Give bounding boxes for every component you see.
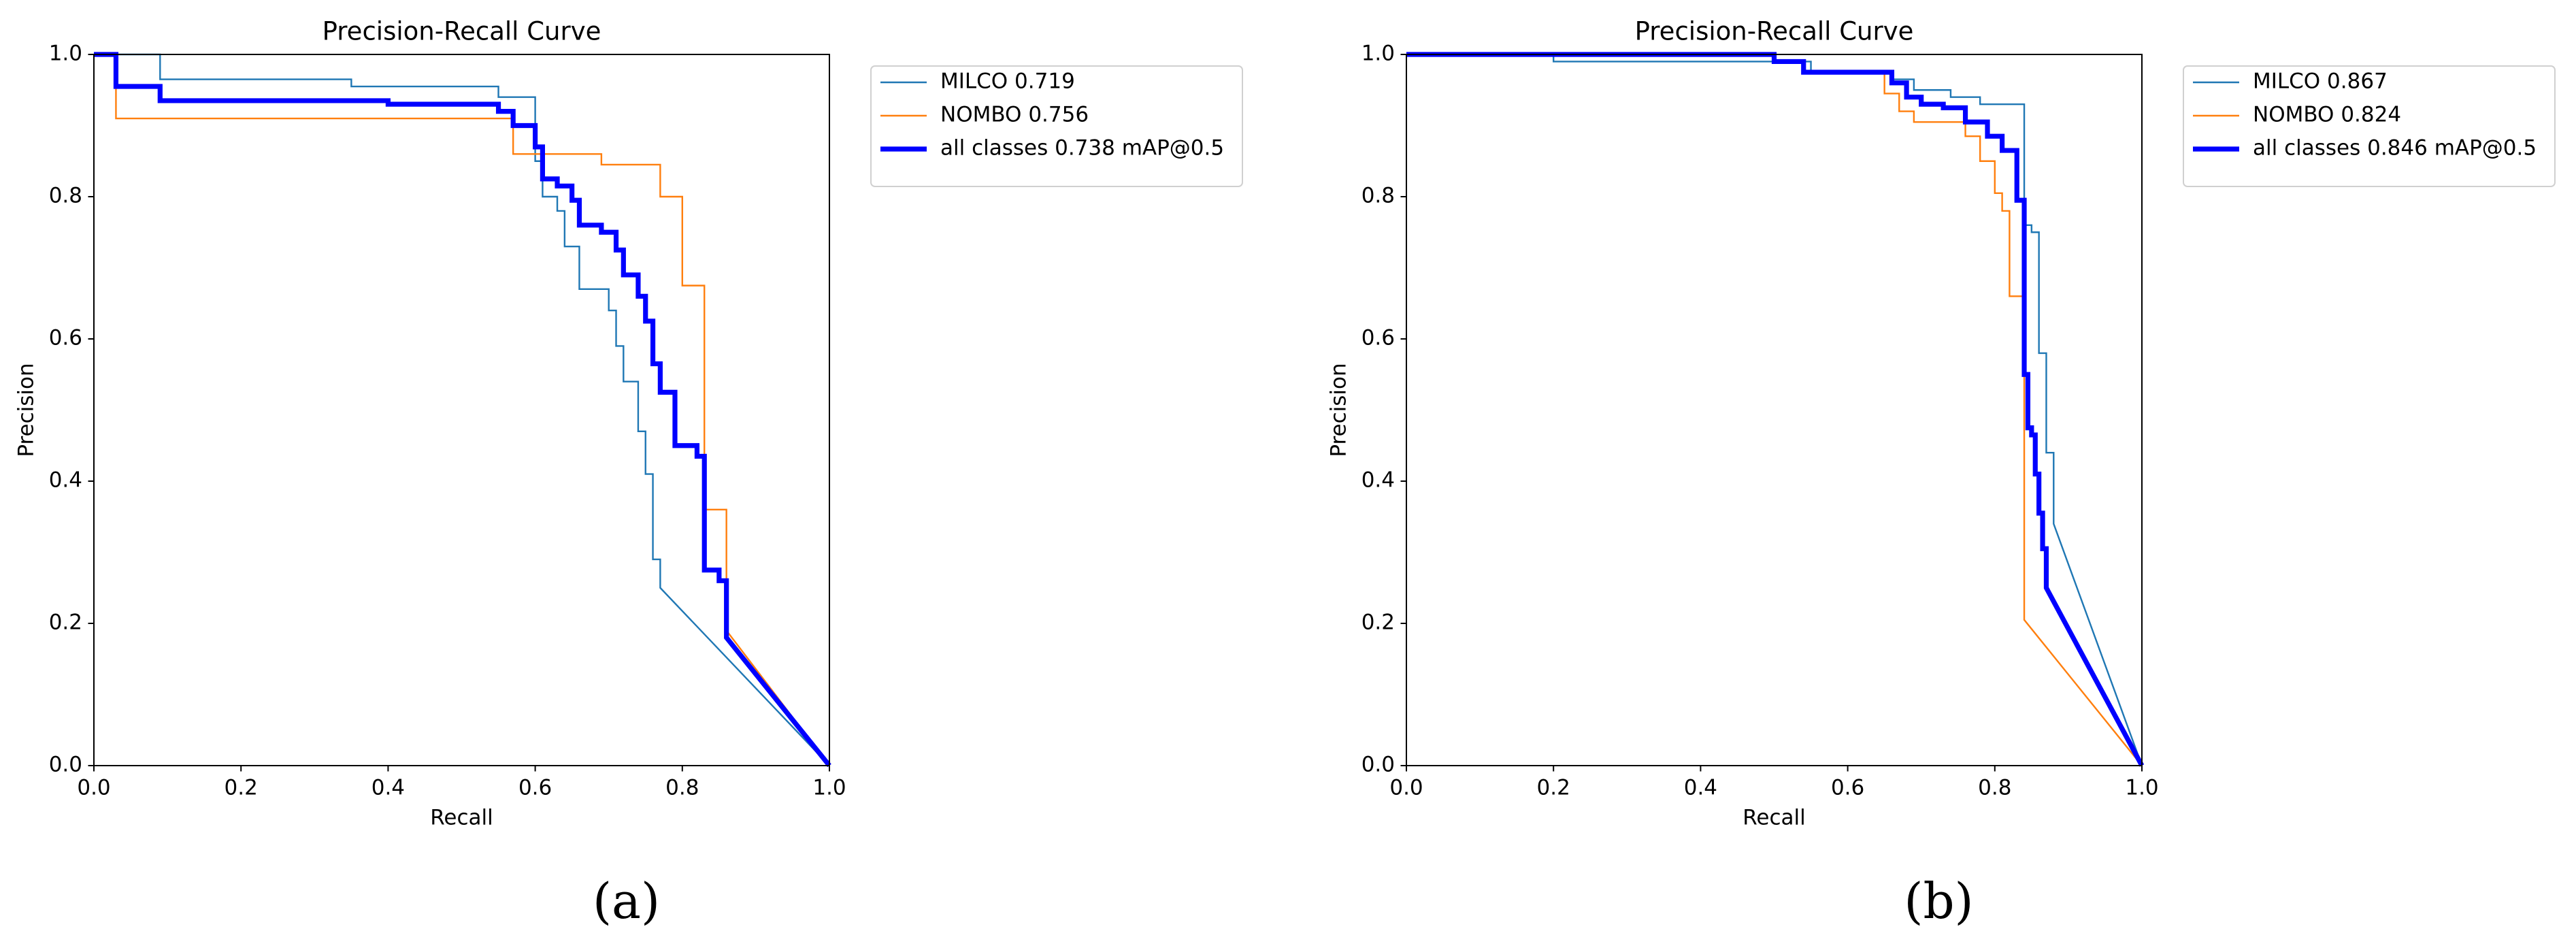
x-tick-label: 0.4 [1684,776,1717,800]
x-tick-label: 0.6 [1831,776,1864,800]
pr-curve [1406,53,2143,766]
x-axis-label: Recall [430,806,493,830]
legend-label: all classes 0.846 mAP@0.5 [2253,136,2537,161]
pr-curve [94,53,830,766]
x-tick-label: 0.0 [1389,776,1423,800]
pr-curve [1406,53,2143,766]
x-axis-label: Recall [1743,806,1806,830]
y-tick-label: 0.4 [49,468,82,493]
legend-label: NOMBO 0.824 [2253,103,2401,127]
pr-curve [1406,52,2145,767]
y-tick-label: 0.8 [1361,184,1395,208]
legend-box [2183,65,2556,187]
x-tick-label: 0.8 [665,776,699,800]
axes-frame [1406,54,2143,766]
y-tick-label: 0.0 [49,753,82,777]
legend-box [870,65,1243,187]
y-axis-label: Precision [1327,363,1351,457]
legend-label: all classes 0.738 mAP@0.5 [940,136,1224,161]
pr-curve [94,53,830,766]
pr-curve [94,52,831,768]
x-tick-label: 0.2 [1537,776,1570,800]
y-tick-label: 1.0 [49,42,82,66]
legend-label: MILCO 0.867 [2253,69,2388,94]
y-tick-label: 0.2 [49,610,82,635]
y-tick-label: 0.4 [1361,468,1395,493]
x-tick-label: 0.2 [225,776,258,800]
chart-title: Precision-Recall Curve [1635,17,1914,46]
y-tick-label: 0.8 [49,184,82,208]
axes-frame [93,54,830,766]
chart-title: Precision-Recall Curve [323,17,601,46]
panel-label: (a) [593,872,660,930]
y-tick-label: 0.0 [1361,753,1395,777]
x-tick-label: 0.4 [371,776,405,800]
x-tick-label: 0.6 [518,776,552,800]
x-tick-label: 0.0 [77,776,110,800]
x-tick-label: 0.8 [1978,776,2011,800]
legend-label: NOMBO 0.756 [940,103,1089,127]
y-tick-label: 1.0 [1361,42,1395,66]
legend-label: MILCO 0.719 [940,69,1075,94]
panel-label: (b) [1904,872,1973,930]
y-axis-label: Precision [14,363,39,457]
x-tick-label: 1.0 [812,776,846,800]
y-tick-label: 0.2 [1361,610,1395,635]
y-tick-label: 0.6 [1361,326,1395,350]
x-tick-label: 1.0 [2125,776,2158,800]
y-tick-label: 0.6 [49,326,82,350]
